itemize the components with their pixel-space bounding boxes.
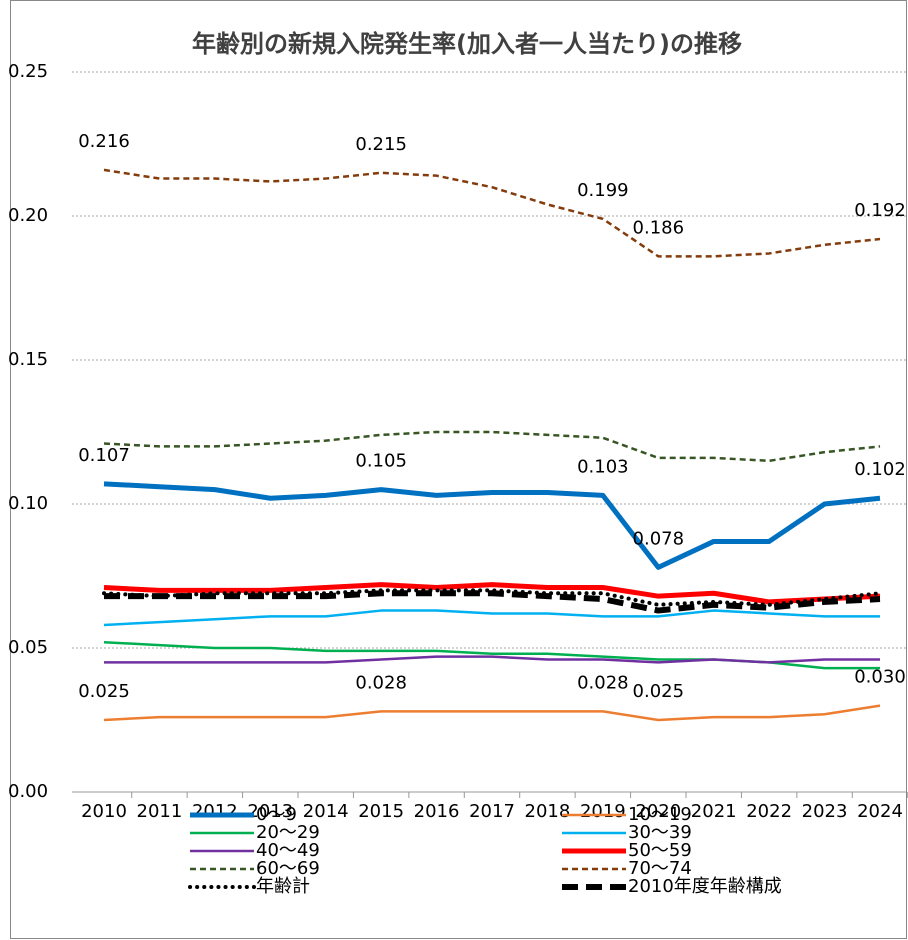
- data-label: 0.105: [355, 451, 407, 472]
- series-line: [104, 590, 881, 614]
- x-tick-label: 2019: [580, 801, 626, 822]
- x-tick-label: 2015: [358, 801, 404, 822]
- data-label: 0.025: [78, 681, 130, 702]
- series-line: [103, 609, 880, 627]
- series-line: [103, 430, 881, 463]
- y-tick-label: 0.00: [8, 781, 48, 802]
- data-label: 0.216: [78, 131, 130, 152]
- legend-label: 0～9: [256, 804, 297, 825]
- data-label: 0.025: [633, 681, 685, 702]
- x-tick-label: 2011: [137, 801, 183, 822]
- series-line: [103, 481, 881, 570]
- legend-label: 30～39: [628, 822, 692, 843]
- legend-label: 年齢計: [256, 876, 310, 897]
- chart-frame: [10, 0, 907, 939]
- series-line: [103, 582, 881, 605]
- data-label: 0.186: [633, 217, 685, 238]
- x-tick-label: 2021: [691, 801, 737, 822]
- data-label: 0.103: [577, 456, 629, 477]
- x-tick-label: 2012: [192, 801, 238, 822]
- x-tick-label: 2013: [247, 801, 293, 822]
- x-tick-label: 2023: [802, 801, 848, 822]
- y-tick-label: 0.20: [8, 205, 48, 226]
- y-tick-label: 0.10: [8, 493, 48, 514]
- y-tick-label: 0.05: [8, 637, 48, 658]
- series-line: [103, 168, 881, 258]
- legend-label: 2010年度年齢構成: [628, 876, 782, 897]
- data-label: 0.028: [577, 672, 629, 693]
- x-tick-label: 2022: [746, 801, 792, 822]
- legend-label: 40～49: [256, 840, 320, 861]
- y-tick-label: 0.15: [8, 349, 48, 370]
- x-tick-label: 2016: [414, 801, 460, 822]
- x-tick-label: 2010: [81, 801, 127, 822]
- data-label: 0.078: [633, 528, 685, 549]
- x-tick-label: 2018: [525, 801, 571, 822]
- legend-label: 50～59: [628, 840, 692, 861]
- series-line: [103, 704, 881, 722]
- data-label: 0.215: [355, 134, 407, 155]
- data-label: 0.102: [854, 459, 906, 480]
- x-tick-label: 2024: [857, 801, 903, 822]
- x-tick-label: 2020: [635, 801, 681, 822]
- chart-title: 年齢別の新規入院発生率(加入者一人当たり)の推移: [192, 30, 742, 58]
- legend-label: 60～69: [256, 858, 320, 879]
- data-label: 0.028: [355, 672, 407, 693]
- data-label: 0.030: [854, 667, 906, 688]
- data-label: 0.192: [854, 200, 906, 221]
- legend-label: 20～29: [256, 822, 320, 843]
- data-label: 0.199: [577, 180, 629, 201]
- legend-label: 70～74: [628, 858, 692, 879]
- y-tick-label: 0.25: [8, 61, 48, 82]
- series-line: [104, 655, 880, 664]
- x-tick-label: 2014: [303, 801, 349, 822]
- x-tick-label: 2017: [469, 801, 515, 822]
- legend-label: 10～19: [628, 804, 692, 825]
- data-label: 0.107: [78, 445, 130, 466]
